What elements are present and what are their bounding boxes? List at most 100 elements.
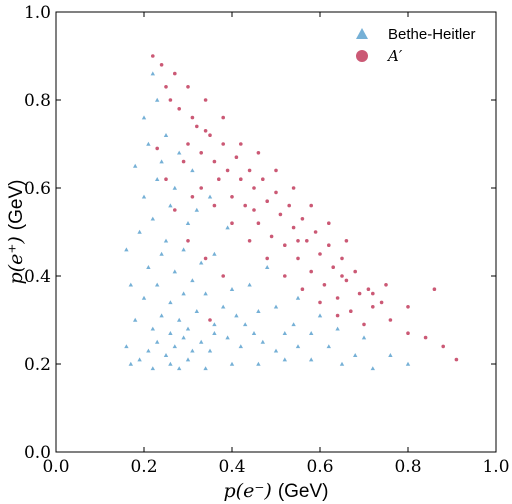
data-point	[207, 194, 213, 199]
data-point	[221, 142, 225, 146]
data-point	[212, 251, 217, 256]
data-point	[194, 309, 199, 313]
data-point	[150, 366, 155, 371]
x-tick-label: 0.4	[218, 457, 245, 477]
data-point	[309, 357, 314, 362]
data-point	[133, 317, 138, 322]
y-tick-label: 1.0	[24, 3, 51, 23]
y-tick-label: 0.0	[24, 443, 51, 463]
axis-ticks: 0.0 0.2 0.4 0.6 0.8 1.0 0.0 0.2 0.4 0.6 0.8 1.0	[24, 3, 510, 477]
data-point	[291, 322, 296, 327]
data-point	[208, 133, 212, 137]
data-point	[212, 331, 217, 335]
data-point	[327, 221, 331, 225]
data-point	[128, 282, 133, 287]
y-axis-variable: p(e⁺)	[5, 230, 27, 284]
data-point	[230, 221, 234, 225]
data-point	[141, 295, 147, 300]
axes-frame	[55, 11, 497, 453]
data-point	[186, 85, 190, 89]
data-point	[164, 177, 168, 181]
data-point	[203, 366, 208, 371]
data-point	[172, 344, 177, 349]
data-point	[274, 168, 278, 173]
data-point	[256, 151, 261, 155]
data-point	[199, 186, 203, 190]
data-point	[203, 291, 208, 296]
data-point	[273, 348, 279, 353]
y-tick-label: 0.2	[24, 355, 51, 375]
data-point	[168, 361, 173, 366]
data-point	[405, 361, 411, 366]
data-point	[261, 177, 265, 181]
data-point	[247, 168, 252, 173]
data-point	[309, 331, 314, 335]
data-point	[146, 265, 151, 269]
data-point	[340, 274, 344, 278]
data-point	[212, 322, 217, 327]
data-point	[177, 366, 182, 371]
data-point	[260, 339, 265, 344]
data-point	[344, 239, 349, 243]
data-point	[287, 203, 292, 208]
x-axis-unit: (GeV)	[278, 481, 329, 502]
data-point	[441, 344, 446, 349]
data-point	[221, 274, 225, 278]
data-point	[229, 361, 235, 366]
data-point	[168, 331, 173, 335]
data-point	[163, 238, 169, 243]
data-point	[195, 124, 199, 129]
data-point	[225, 168, 230, 173]
data-point	[344, 278, 349, 283]
data-point	[186, 239, 190, 243]
data-point	[295, 295, 301, 300]
data-point	[327, 243, 331, 247]
data-point	[283, 274, 287, 278]
data-point	[273, 304, 279, 309]
data-point	[208, 318, 212, 322]
data-point	[432, 287, 437, 292]
data-point	[388, 353, 393, 357]
data-point	[168, 203, 173, 208]
data-point	[282, 331, 287, 335]
data-point	[274, 190, 278, 195]
data-point	[282, 357, 287, 362]
data-point	[155, 97, 160, 102]
data-point	[278, 212, 283, 217]
data-point	[317, 313, 323, 318]
series-bethe-heitler	[124, 71, 411, 371]
data-point	[168, 300, 173, 305]
data-point	[150, 326, 155, 331]
data-point	[388, 318, 393, 322]
data-point	[326, 344, 331, 349]
data-point	[296, 256, 300, 261]
data-point	[335, 326, 340, 331]
data-point	[265, 256, 270, 261]
data-point	[181, 247, 186, 252]
data-point	[339, 361, 345, 366]
data-point	[186, 142, 190, 146]
data-point	[203, 129, 208, 133]
x-axis-title: p(e⁻) (GeV)	[224, 480, 329, 502]
data-point	[199, 260, 204, 265]
data-point	[353, 353, 358, 357]
data-point	[225, 335, 230, 340]
data-point	[150, 216, 155, 221]
x-tick-label: 0.6	[306, 457, 333, 477]
data-point	[340, 256, 344, 261]
data-point	[212, 159, 217, 164]
data-point	[291, 186, 296, 190]
data-point	[256, 361, 261, 366]
data-point	[207, 348, 213, 353]
y-tick-label: 0.4	[24, 267, 51, 287]
data-point	[361, 335, 367, 340]
data-point	[291, 225, 296, 230]
data-point	[146, 348, 151, 353]
data-point	[406, 331, 410, 336]
data-point	[172, 269, 177, 274]
data-point	[362, 322, 366, 327]
data-point	[454, 357, 459, 362]
data-point	[243, 203, 247, 208]
data-point	[221, 115, 225, 120]
